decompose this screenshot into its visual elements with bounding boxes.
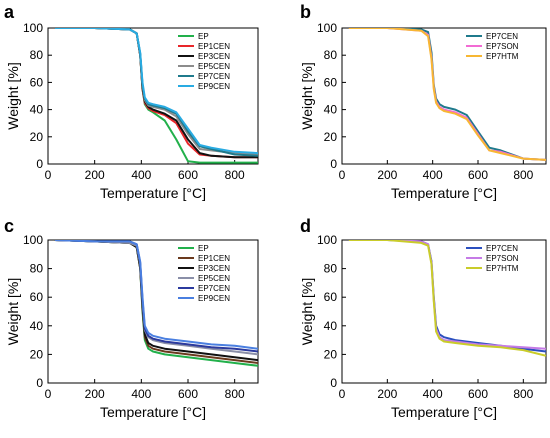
x-tick-label: 600 [178, 168, 198, 182]
x-axis-title: Temperature [°C] [391, 404, 497, 420]
y-tick-label: 0 [36, 376, 43, 390]
legend-label: EP9CEN [198, 294, 230, 303]
chart-panel-c: c 0 200 400 600 800 0 20 40 60 80 100 Temperature [°… [4, 216, 259, 420]
y-tick-label: 100 [317, 233, 337, 247]
y-tick-label: 0 [330, 157, 337, 171]
x-tick-label: 400 [423, 168, 443, 182]
x-tick-label: 200 [85, 387, 105, 401]
y-tick-label: 60 [324, 75, 338, 89]
x-tick-label: 600 [178, 387, 198, 401]
panel-letter: c [4, 216, 14, 236]
y-tick-label: 80 [30, 48, 44, 62]
x-tick-label: 800 [225, 387, 245, 401]
legend-label: EP3CEN [198, 264, 230, 273]
y-tick-label: 20 [30, 130, 44, 144]
series-line-ep9cen [55, 28, 258, 155]
x-tick-label: 0 [339, 387, 346, 401]
x-axis-title: Temperature [°C] [100, 404, 206, 420]
chart-panel-a: a 0 200 400 600 800 0 20 40 60 80 100 Temperature [°… [4, 2, 259, 201]
y-axis-title: Weight [%] [299, 62, 315, 129]
legend-label: EP7CEN [486, 32, 518, 41]
legend-label: EP7SON [486, 254, 519, 263]
x-tick-label: 800 [513, 168, 533, 182]
legend-label: EP5CEN [198, 274, 230, 283]
y-tick-label: 80 [324, 48, 338, 62]
legend-label: EP [198, 32, 209, 41]
y-tick-label: 40 [324, 103, 338, 117]
y-tick-label: 100 [23, 21, 43, 35]
series-line-ep7cen [348, 28, 546, 161]
legend-label: EP7CEN [198, 72, 230, 81]
y-tick-label: 60 [30, 290, 44, 304]
y-tick-label: 100 [23, 233, 43, 247]
plot-frame [341, 27, 547, 165]
legend-label: EP3CEN [198, 52, 230, 61]
y-tick-label: 80 [30, 262, 44, 276]
y-tick-label: 0 [330, 376, 337, 390]
y-tick-label: 60 [30, 75, 44, 89]
legend-label: EP5CEN [198, 62, 230, 71]
y-axis-title: Weight [%] [299, 278, 315, 345]
y-tick-label: 80 [324, 262, 338, 276]
legend-label: EP7SON [486, 42, 519, 51]
panel-letter: b [300, 2, 311, 22]
panel-letter: a [4, 2, 15, 22]
y-tick-label: 20 [30, 347, 44, 361]
x-tick-label: 0 [339, 168, 346, 182]
legend-label: EP [198, 244, 209, 253]
x-tick-label: 800 [225, 168, 245, 182]
y-tick-label: 0 [36, 157, 43, 171]
x-tick-label: 0 [45, 168, 52, 182]
y-tick-label: 20 [324, 130, 338, 144]
y-axis-title: Weight [%] [5, 62, 21, 129]
legend-label: EP9CEN [198, 82, 230, 91]
legend-label: EP7HTM [486, 264, 519, 273]
x-tick-label: 200 [85, 168, 105, 182]
x-tick-label: 400 [423, 387, 443, 401]
panel-letter: d [300, 216, 311, 236]
x-tick-label: 400 [131, 168, 151, 182]
y-tick-label: 40 [324, 319, 338, 333]
x-tick-label: 0 [45, 387, 52, 401]
plot-frame [341, 239, 547, 384]
series-line-ep7htm [348, 28, 546, 161]
plot-frame [47, 239, 259, 384]
x-axis-title: Temperature [°C] [391, 185, 497, 201]
x-tick-label: 400 [131, 387, 151, 401]
legend-label: EP7CEN [198, 284, 230, 293]
legend-label: EP1CEN [198, 42, 230, 51]
y-tick-label: 60 [324, 290, 338, 304]
chart-panel-b: b 0 200 400 600 800 0 20 40 60 80 100 Temperature [°… [299, 2, 547, 201]
x-tick-label: 200 [377, 387, 397, 401]
legend-label: EP7CEN [486, 244, 518, 253]
series-line-ep9cen [54, 240, 258, 350]
series-line-ep7htm [348, 240, 546, 357]
x-tick-label: 200 [377, 168, 397, 182]
legend-label: EP7HTM [486, 52, 519, 61]
legend-label: EP1CEN [198, 254, 230, 263]
y-tick-label: 100 [317, 21, 337, 35]
y-tick-label: 20 [324, 347, 338, 361]
x-tick-label: 600 [468, 387, 488, 401]
y-axis-title: Weight [%] [5, 278, 21, 345]
y-tick-label: 40 [30, 103, 44, 117]
chart-panel-d: d 0 200 400 600 800 0 20 40 60 80 100 Temperature [°… [299, 216, 547, 420]
x-tick-label: 800 [513, 387, 533, 401]
x-axis-title: Temperature [°C] [100, 185, 206, 201]
plot-frame [47, 27, 259, 165]
y-tick-label: 40 [30, 319, 44, 333]
x-tick-label: 600 [468, 168, 488, 182]
